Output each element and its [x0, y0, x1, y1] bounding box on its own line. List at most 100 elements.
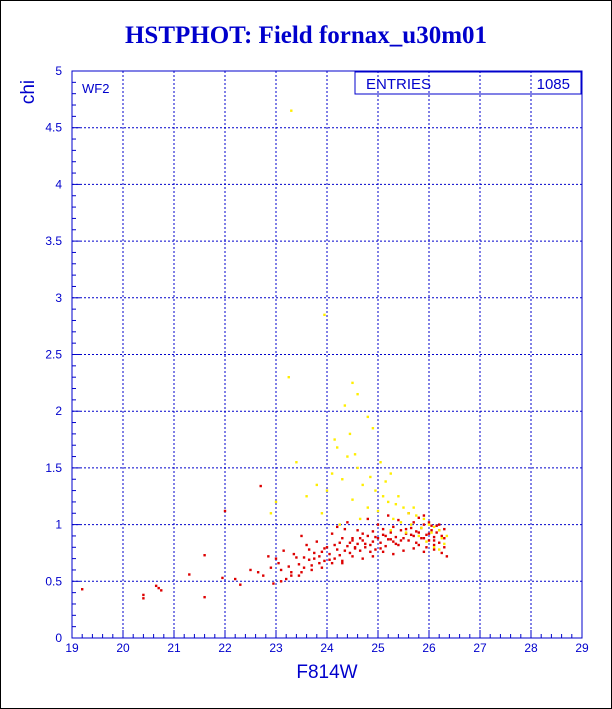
data-point [290, 571, 293, 574]
panel-label: WF2 [82, 81, 109, 96]
data-point [422, 537, 426, 540]
data-point [358, 537, 362, 540]
data-point [320, 550, 324, 554]
x-tick-label: 24 [320, 641, 334, 655]
data-point [427, 521, 431, 524]
data-point [366, 534, 369, 538]
data-point [274, 557, 278, 560]
data-point [417, 516, 420, 519]
data-point [351, 539, 354, 542]
data-point [422, 550, 426, 554]
data-point [425, 546, 428, 549]
data-point [432, 546, 436, 549]
y-tick-label: 0.5 [45, 574, 62, 588]
data-point [364, 542, 367, 546]
data-point [425, 540, 428, 543]
x-tick-label: 29 [575, 641, 589, 655]
data-point [290, 574, 293, 577]
data-point [407, 539, 410, 542]
data-point [422, 517, 426, 521]
data-point [384, 480, 387, 483]
data-point [279, 568, 283, 572]
data-point [188, 573, 191, 576]
y-tick-label: 1 [55, 518, 62, 532]
data-point [381, 550, 385, 554]
data-point [371, 427, 375, 430]
data-point [394, 535, 398, 539]
data-point [369, 475, 372, 479]
data-point [269, 512, 273, 515]
data-point [285, 577, 288, 581]
data-point [351, 498, 354, 501]
data-point [443, 546, 446, 549]
data-point [387, 500, 390, 504]
data-point [330, 532, 334, 535]
data-point [353, 453, 357, 456]
data-point [330, 561, 334, 565]
data-point [297, 574, 301, 577]
data-points [81, 109, 449, 600]
data-point [287, 375, 290, 379]
data-point [422, 523, 426, 526]
data-point [310, 568, 313, 572]
data-point [361, 532, 364, 535]
data-point [302, 556, 306, 559]
data-point [338, 554, 341, 557]
data-point [384, 544, 387, 548]
grid-lines [71, 70, 583, 639]
data-point [376, 523, 380, 526]
data-point [356, 466, 359, 470]
data-point [402, 549, 405, 552]
data-point [323, 547, 326, 550]
data-point [307, 548, 311, 551]
data-point [374, 548, 377, 551]
data-point [371, 530, 375, 533]
data-point [432, 548, 436, 551]
data-point [427, 539, 431, 542]
data-point [249, 568, 252, 572]
data-point [333, 557, 336, 560]
data-point [415, 514, 418, 517]
data-point [81, 588, 84, 591]
data-point [348, 541, 352, 544]
data-point [338, 541, 341, 544]
data-point [438, 541, 441, 544]
data-point [366, 517, 369, 521]
stats-value: 1085 [537, 76, 570, 93]
data-point [397, 543, 400, 547]
data-point [412, 521, 415, 524]
data-point [430, 524, 433, 527]
x-tick-label: 19 [65, 641, 79, 655]
x-tick-label: 27 [473, 641, 487, 655]
data-point [409, 533, 413, 537]
data-point [399, 529, 403, 532]
data-point [432, 539, 436, 542]
data-point [313, 551, 316, 555]
data-point [427, 523, 431, 526]
data-point [356, 392, 359, 396]
data-point [409, 526, 413, 530]
data-point [346, 521, 349, 524]
data-point [154, 584, 158, 588]
data-point [397, 518, 400, 522]
data-point [445, 555, 449, 558]
data-point [430, 529, 433, 532]
data-point [307, 558, 311, 561]
y-tick-label: 0 [55, 631, 62, 645]
data-point [142, 593, 145, 597]
data-point [313, 557, 316, 560]
data-point [425, 533, 428, 537]
data-point [272, 582, 275, 585]
data-point [325, 546, 329, 549]
data-point [336, 548, 339, 551]
data-point [435, 524, 438, 527]
data-point [295, 461, 298, 464]
data-point [440, 551, 443, 555]
data-point [412, 534, 415, 538]
data-point [394, 542, 398, 546]
data-point [392, 525, 395, 529]
data-point [239, 583, 242, 586]
data-point [440, 537, 443, 540]
data-point [320, 512, 324, 515]
